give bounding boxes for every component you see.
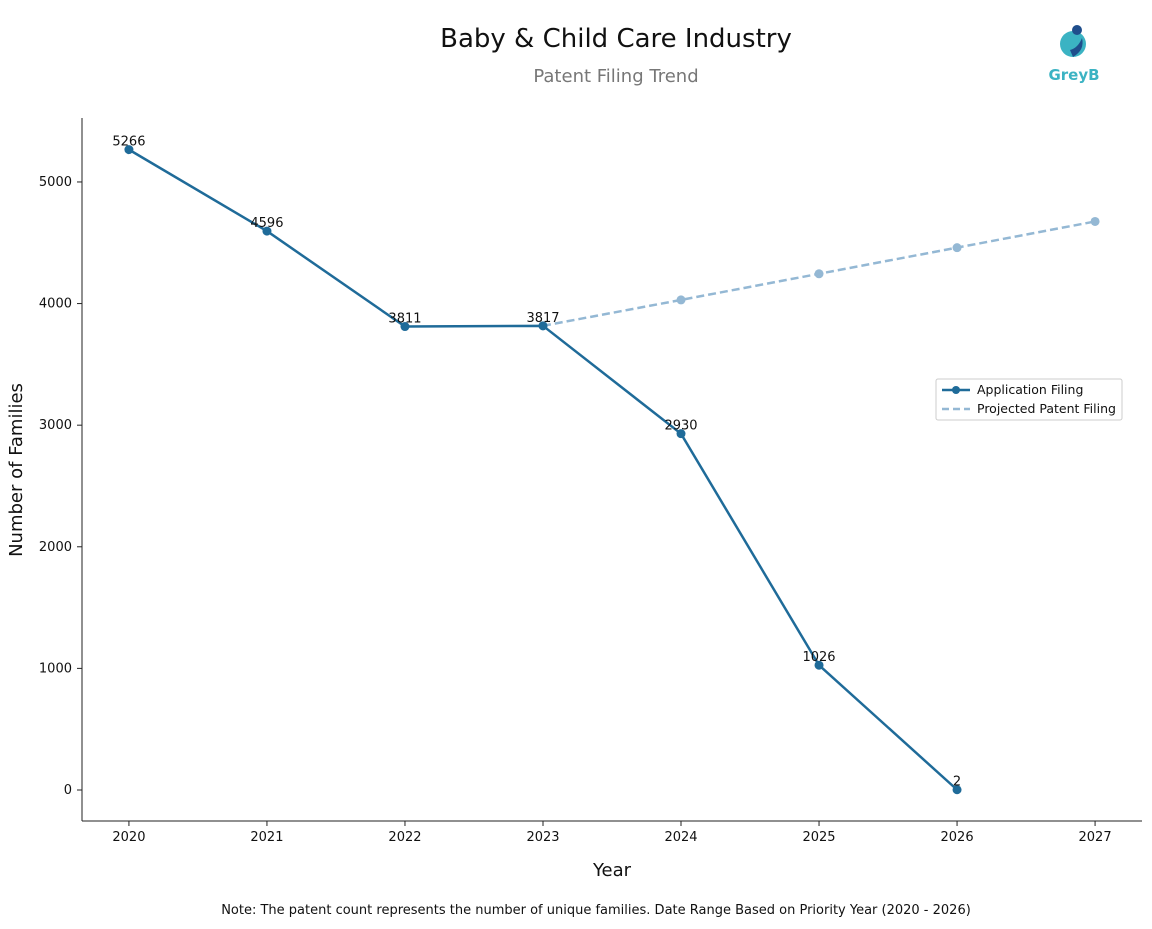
data-label: 4596 bbox=[250, 216, 283, 231]
y-axis-title: Number of Families bbox=[6, 383, 27, 557]
y-tick-label: 0 bbox=[64, 783, 72, 798]
x-tick-label: 2027 bbox=[1079, 830, 1112, 845]
data-point bbox=[676, 295, 686, 305]
legend-marker bbox=[952, 386, 960, 394]
x-tick-label: 2021 bbox=[250, 830, 283, 845]
data-label: 2 bbox=[953, 775, 961, 790]
y-tick-label: 4000 bbox=[39, 297, 72, 312]
data-point bbox=[538, 321, 548, 331]
data-point bbox=[814, 660, 824, 670]
data-label: 1026 bbox=[802, 650, 835, 665]
x-axis-title: Year bbox=[592, 860, 632, 881]
x-tick-label: 2020 bbox=[112, 830, 145, 845]
x-tick-label: 2022 bbox=[388, 830, 421, 845]
x-tick-label: 2023 bbox=[526, 830, 559, 845]
logo-text: GreyB bbox=[1048, 66, 1099, 84]
y-tick-label: 3000 bbox=[39, 418, 72, 433]
data-label: 5266 bbox=[112, 135, 145, 150]
logo-icon bbox=[1060, 25, 1086, 57]
data-point bbox=[400, 322, 410, 332]
data-point bbox=[124, 145, 134, 155]
x-tick-label: 2026 bbox=[941, 830, 974, 845]
data-label: 2930 bbox=[664, 419, 697, 434]
chart-subtitle: Patent Filing Trend bbox=[533, 66, 698, 87]
data-point bbox=[952, 785, 962, 795]
data-point bbox=[676, 429, 686, 439]
x-tick-label: 2025 bbox=[802, 830, 835, 845]
data-point bbox=[262, 226, 272, 236]
y-tick-label: 2000 bbox=[39, 540, 72, 555]
data-label: 3811 bbox=[388, 312, 421, 327]
data-point bbox=[814, 269, 824, 279]
legend-label: Application Filing bbox=[977, 382, 1083, 397]
chart-title: Baby & Child Care Industry bbox=[440, 24, 792, 54]
legend-box bbox=[935, 378, 1123, 421]
note: Note: The patent count represents the nu… bbox=[221, 903, 971, 918]
y-tick-label: 5000 bbox=[39, 175, 72, 190]
y-tick-label: 1000 bbox=[39, 661, 72, 676]
data-point bbox=[952, 243, 962, 253]
data-point bbox=[1090, 216, 1100, 226]
legend: Application Filing Projected Patent Filin… bbox=[935, 378, 1123, 421]
series-line bbox=[128, 148, 958, 791]
x-tick-label: 2024 bbox=[664, 830, 697, 845]
data-label: 3817 bbox=[526, 311, 559, 326]
legend-label: Projected Patent Filing bbox=[977, 401, 1116, 416]
